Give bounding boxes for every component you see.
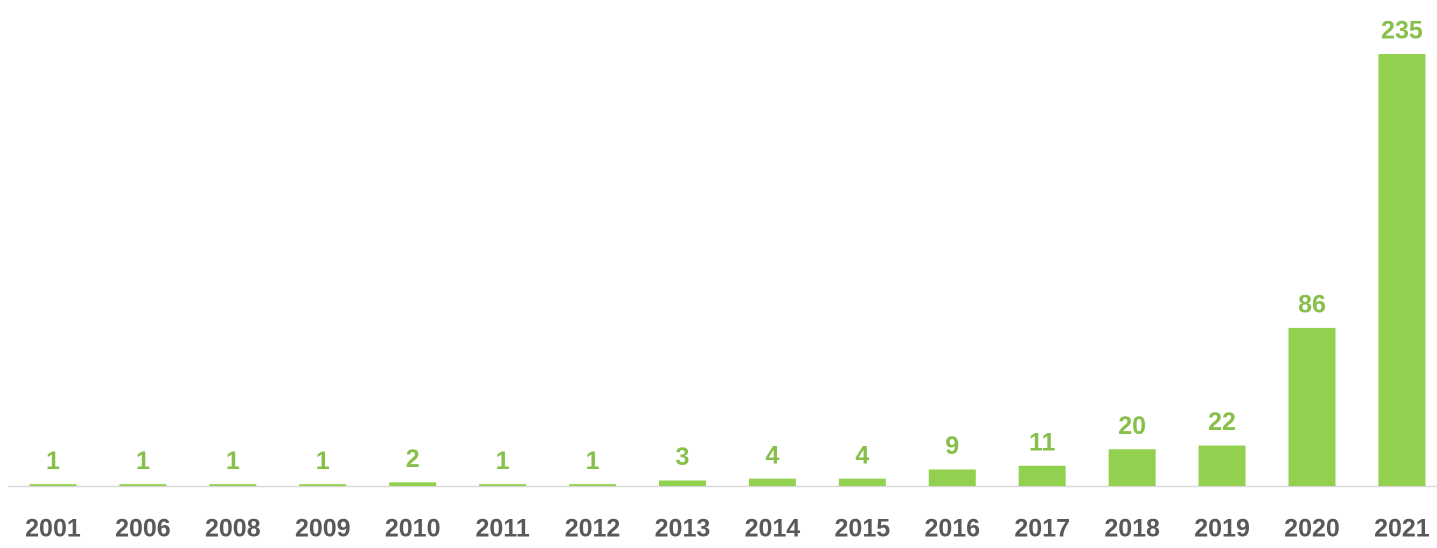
bar bbox=[569, 484, 617, 486]
data-label: 1 bbox=[136, 447, 150, 475]
bar bbox=[1198, 445, 1246, 486]
data-label: 11 bbox=[1029, 428, 1056, 456]
bar bbox=[748, 478, 796, 486]
bar bbox=[658, 480, 706, 486]
x-tick-label: 2006 bbox=[115, 515, 171, 543]
x-tick-label: 2017 bbox=[1014, 515, 1070, 543]
x-tick-label: 2011 bbox=[475, 515, 529, 543]
data-label: 3 bbox=[676, 443, 690, 471]
bar bbox=[1378, 54, 1426, 486]
data-label: 20 bbox=[1118, 412, 1146, 440]
bar bbox=[299, 484, 347, 486]
data-label: 4 bbox=[765, 441, 779, 469]
bar bbox=[838, 478, 886, 486]
x-tick-label: 2015 bbox=[835, 515, 891, 543]
bar bbox=[479, 484, 527, 486]
x-tick-label: 2009 bbox=[295, 515, 351, 543]
x-tick-label: 2018 bbox=[1104, 515, 1160, 543]
x-tick-label: 2001 bbox=[25, 515, 81, 543]
data-label: 22 bbox=[1208, 408, 1236, 436]
bar bbox=[209, 484, 257, 486]
x-tick-label: 2008 bbox=[205, 515, 261, 543]
data-label: 9 bbox=[945, 432, 959, 460]
bar bbox=[119, 484, 167, 486]
x-tick-label: 2021 bbox=[1374, 515, 1430, 543]
bar bbox=[1018, 465, 1066, 486]
data-label: 235 bbox=[1381, 17, 1423, 45]
bar bbox=[389, 482, 437, 486]
data-label: 1 bbox=[226, 447, 240, 475]
data-label: 1 bbox=[46, 447, 60, 475]
data-label: 4 bbox=[855, 441, 869, 469]
data-label: 1 bbox=[586, 447, 600, 475]
bar bbox=[1108, 449, 1156, 486]
data-label: 1 bbox=[496, 447, 510, 475]
data-label: 86 bbox=[1298, 291, 1326, 319]
x-tick-label: 2010 bbox=[385, 515, 441, 543]
data-label: 2 bbox=[406, 445, 420, 473]
x-tick-label: 2020 bbox=[1284, 515, 1340, 543]
x-tick-label: 2013 bbox=[655, 515, 711, 543]
x-tick-label: 2016 bbox=[924, 515, 980, 543]
bar bbox=[928, 469, 976, 486]
x-tick-label: 2012 bbox=[565, 515, 621, 543]
x-tick-label: 2014 bbox=[745, 515, 801, 543]
x-tick-label: 2019 bbox=[1194, 515, 1250, 543]
bar bbox=[29, 484, 77, 486]
bar bbox=[1288, 327, 1336, 486]
data-label: 1 bbox=[316, 447, 330, 475]
